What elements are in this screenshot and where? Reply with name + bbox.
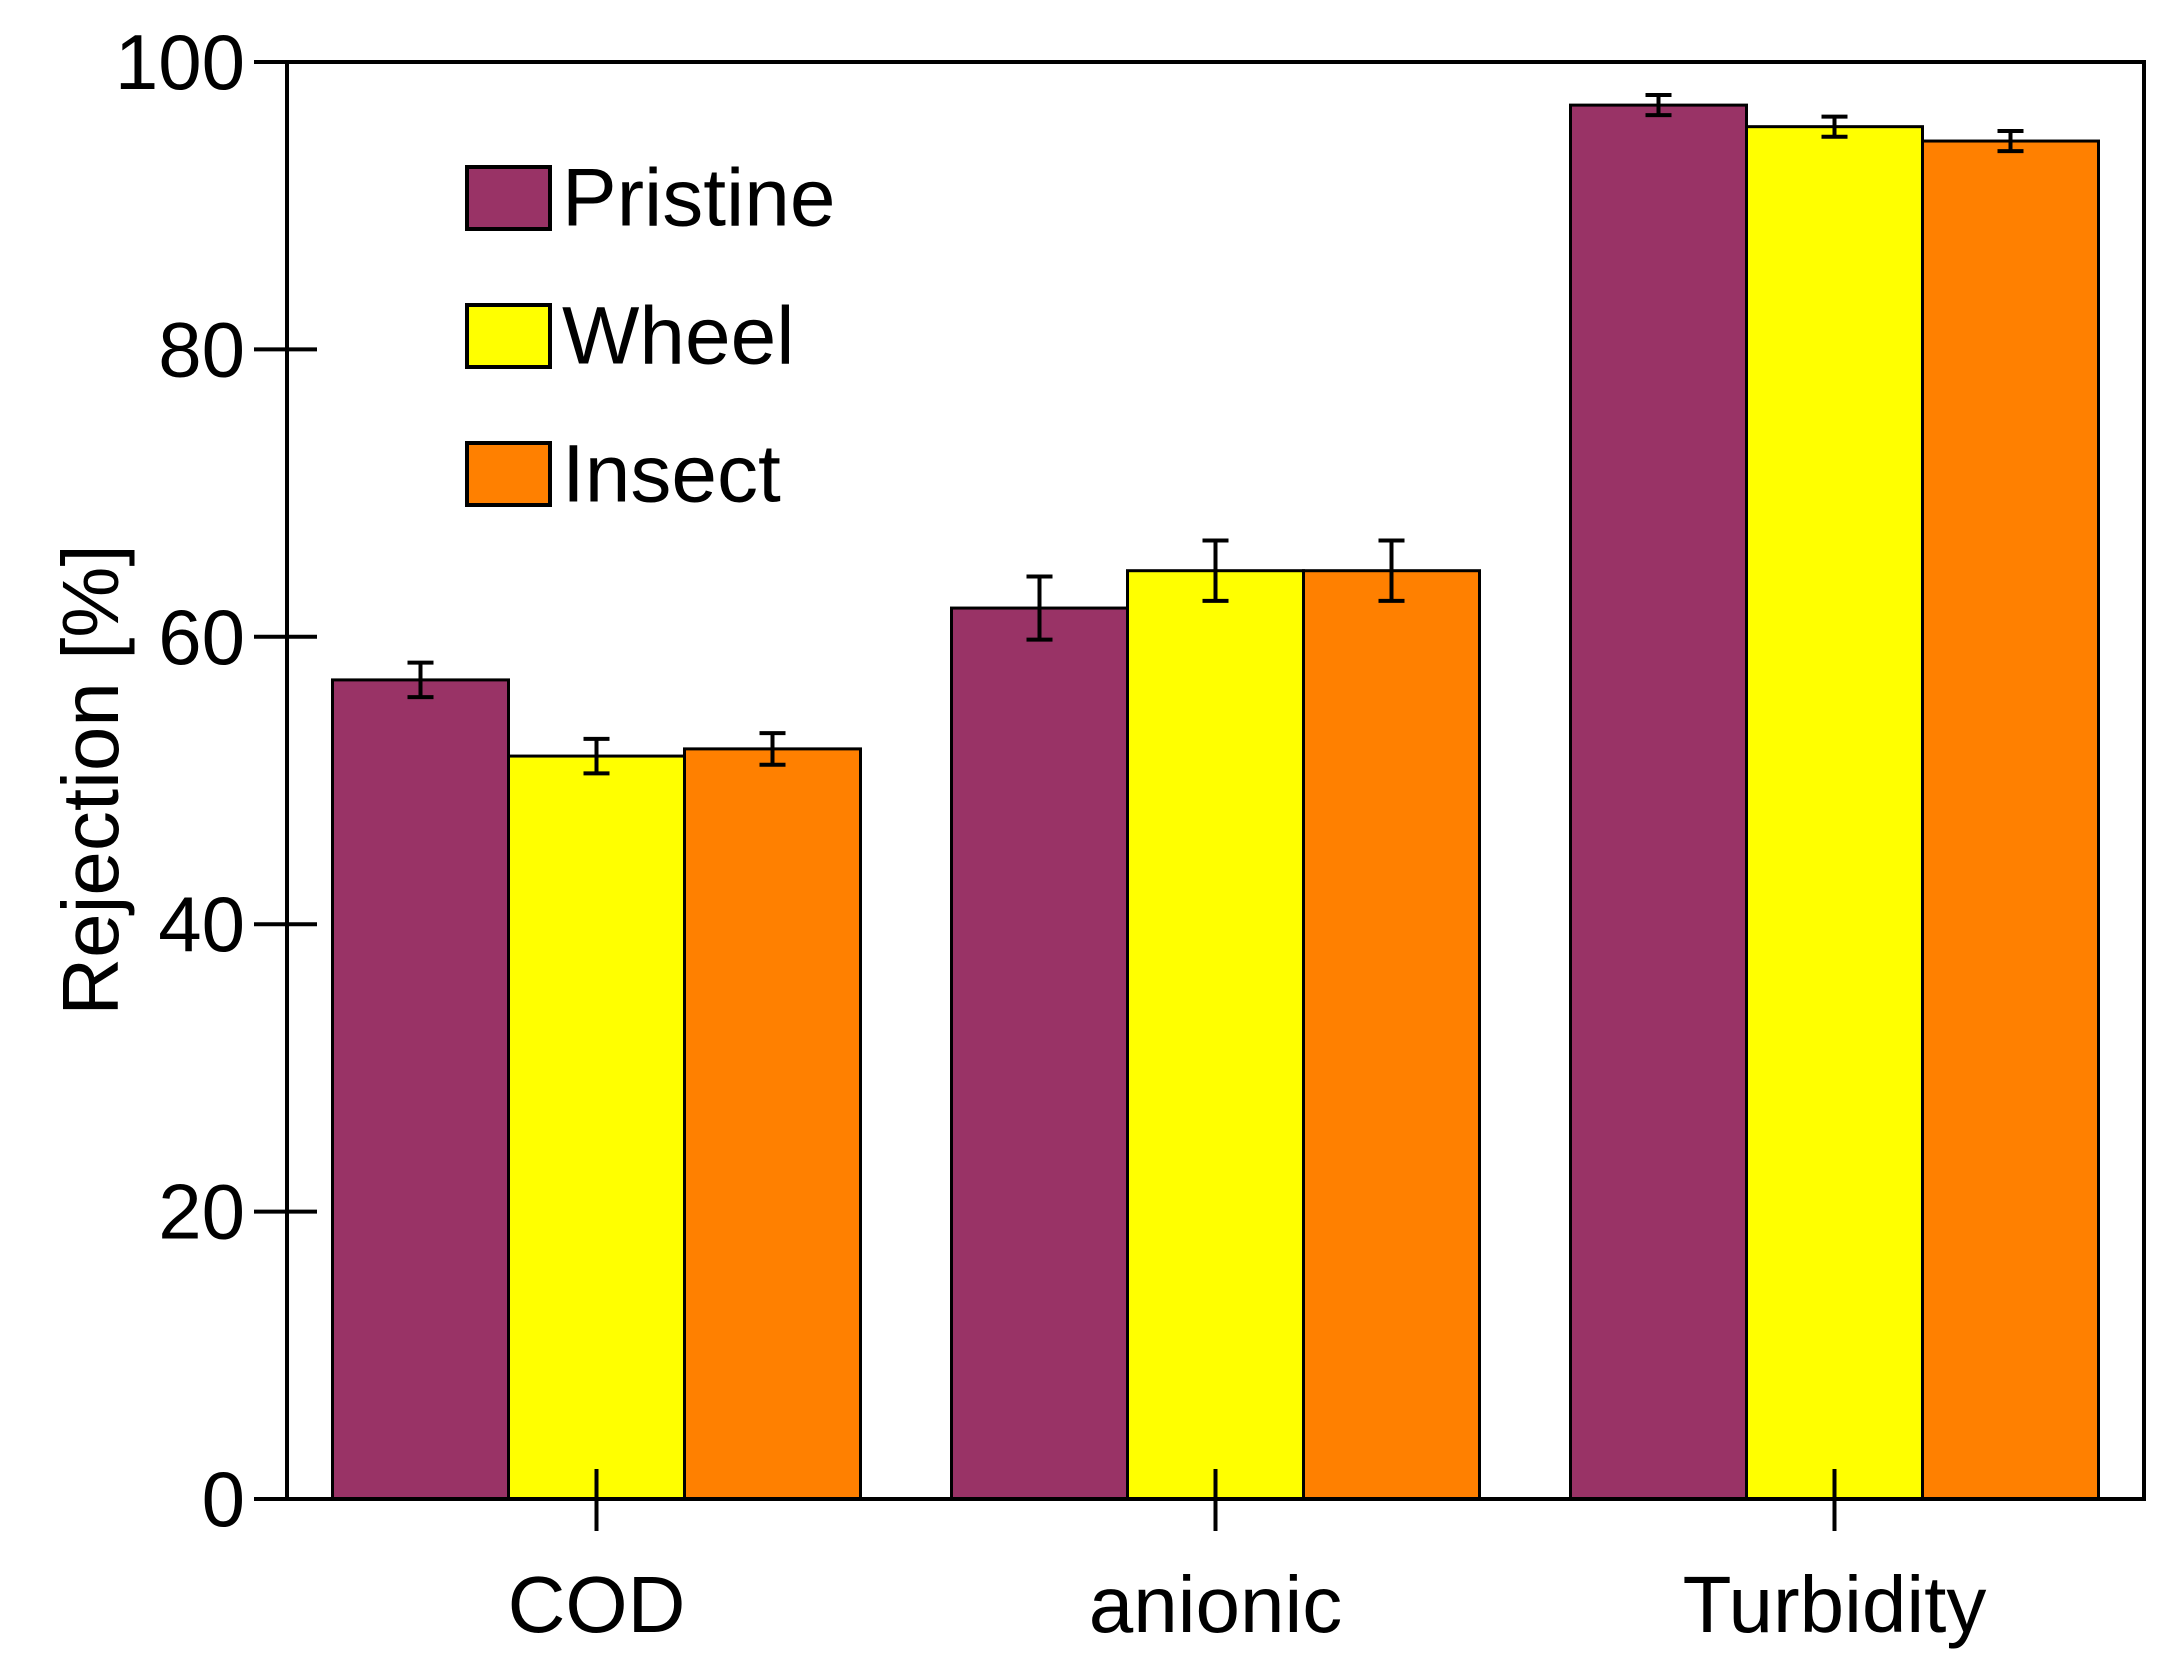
y-tick-label-20: 20: [158, 1168, 245, 1256]
y-tick-label-60: 60: [158, 593, 245, 681]
bar-insect-anionic: [1302, 569, 1481, 1501]
x-tick-label-anionic: anionic: [1089, 1560, 1343, 1649]
legend-swatch-pristine: [465, 165, 552, 231]
bar-wheel-turbidity: [1745, 125, 1924, 1501]
y-tick-label-0: 0: [202, 1455, 245, 1543]
bar-wheel-cod: [507, 754, 686, 1501]
bar-wheel-anionic: [1126, 569, 1305, 1501]
y-tick-label-80: 80: [158, 305, 245, 393]
legend-swatch-wheel: [465, 303, 552, 369]
bar-insect-cod: [683, 747, 862, 1501]
x-axis: COD anionic Turbidity: [508, 1469, 1987, 1649]
y-tick-label-100: 100: [115, 18, 245, 106]
legend-label-insect: Insect: [562, 429, 781, 520]
x-tick-label-turbidity: Turbidity: [1683, 1560, 1987, 1649]
bars-layer: [331, 103, 2100, 1501]
bar-pristine-cod: [331, 678, 510, 1501]
bar-pristine-turbidity: [1569, 103, 1748, 1501]
legend-label-pristine: Pristine: [562, 153, 835, 244]
y-axis: 0 20 40 60 80 100: [115, 18, 317, 1543]
error-bars-layer: [407, 93, 2024, 776]
y-tick-label-40: 40: [158, 880, 245, 968]
bar-pristine-anionic: [950, 606, 1129, 1501]
x-tick-label-cod: COD: [508, 1560, 686, 1649]
legend-swatch-insect: [465, 441, 552, 507]
bar-insect-turbidity: [1921, 139, 2100, 1501]
legend: Pristine Wheel Insect: [465, 153, 835, 520]
legend-label-wheel: Wheel: [562, 291, 794, 382]
y-axis-title: Rejection [%]: [46, 544, 135, 1015]
